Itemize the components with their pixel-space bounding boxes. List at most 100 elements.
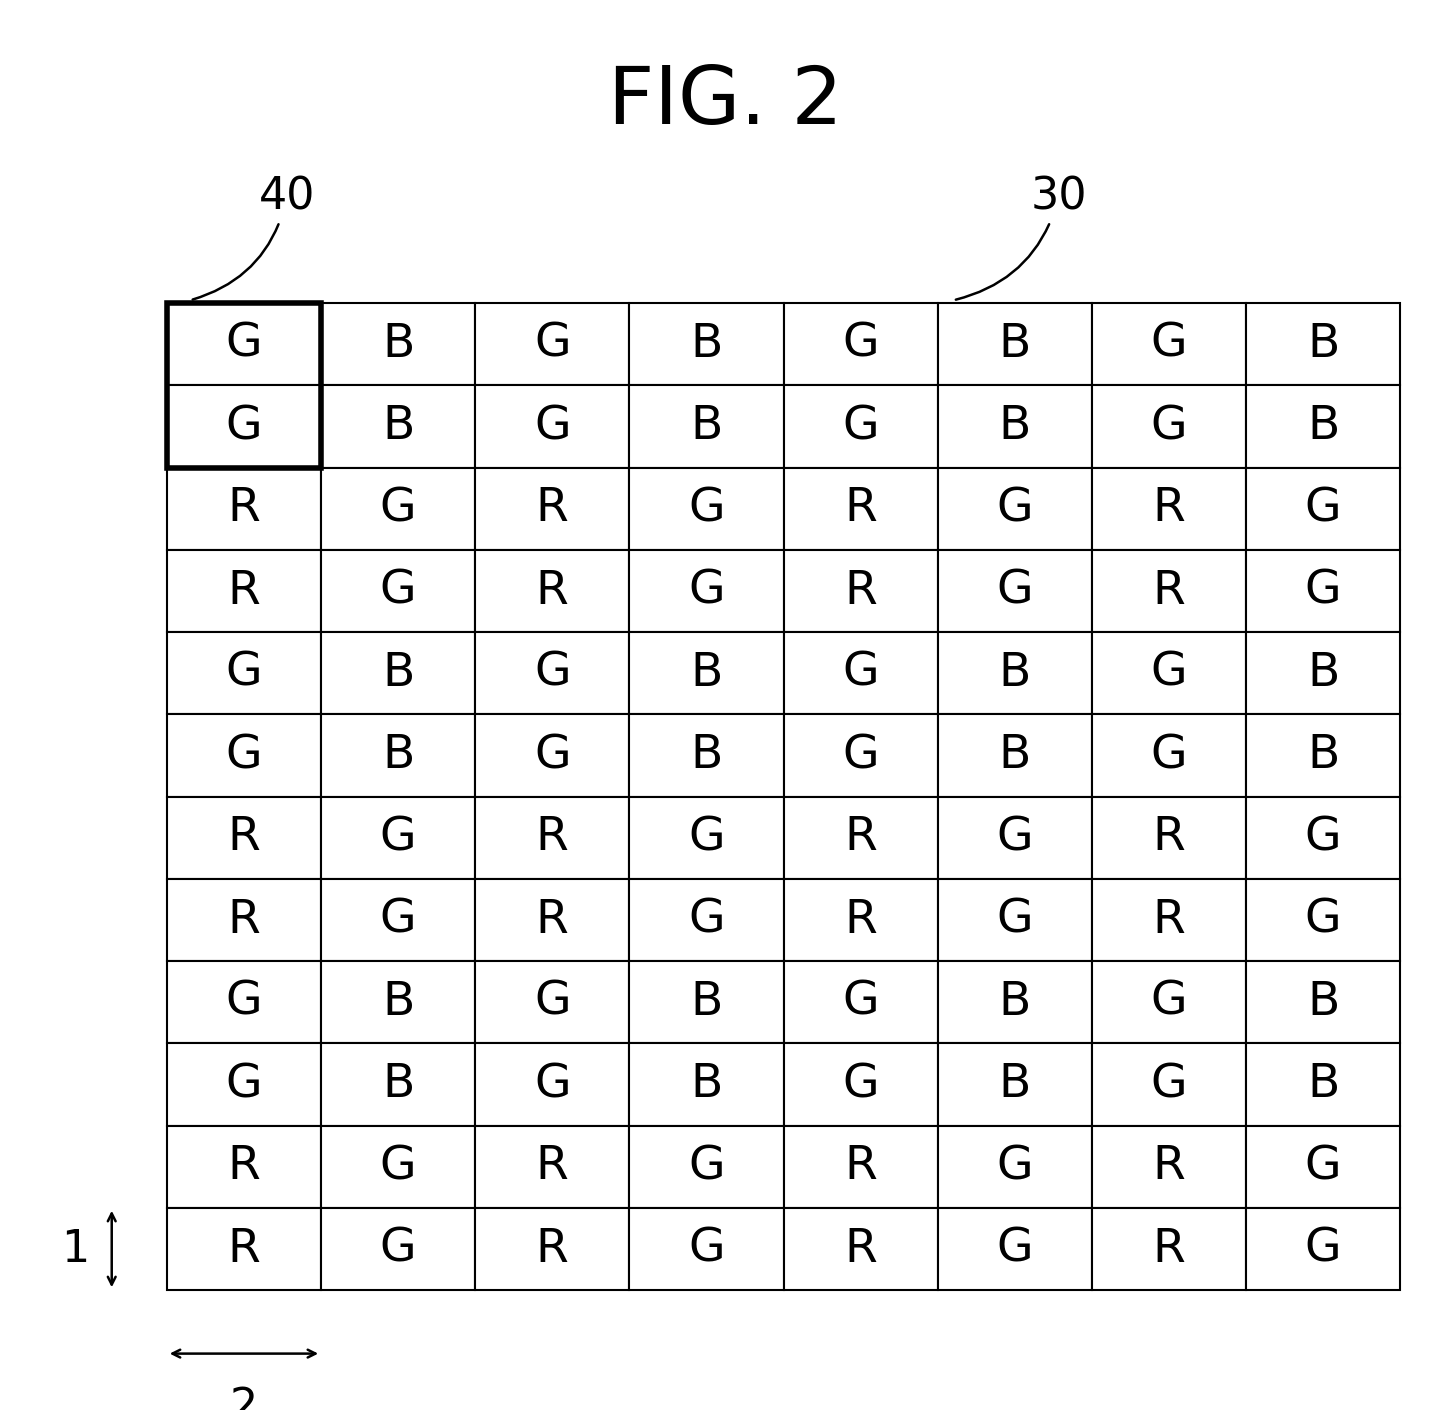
Text: R: R [228, 568, 260, 613]
Text: R: R [1152, 486, 1185, 532]
Bar [784, 303, 937, 385]
Bar [321, 385, 476, 468]
Bar [476, 962, 630, 1043]
Text: G: G [843, 321, 879, 367]
Text: B: B [382, 980, 415, 1025]
Bar [784, 962, 937, 1043]
Text: R: R [844, 1145, 876, 1189]
Text: R: R [228, 486, 260, 532]
Text: R: R [228, 1145, 260, 1189]
Bar [476, 385, 630, 468]
Text: G: G [997, 1145, 1033, 1189]
Text: R: R [535, 815, 569, 860]
Bar [1246, 468, 1400, 550]
Text: B: B [691, 651, 723, 695]
Bar [784, 385, 937, 468]
Bar [1091, 632, 1246, 715]
Text: G: G [1151, 980, 1187, 1025]
Bar [937, 550, 1093, 632]
Text: FIG. 2: FIG. 2 [608, 63, 843, 141]
Bar [784, 1043, 937, 1125]
Text: G: G [688, 568, 724, 613]
Bar [167, 962, 321, 1043]
Bar [630, 962, 784, 1043]
Bar [784, 550, 937, 632]
Bar [1091, 1125, 1246, 1208]
Bar [937, 1125, 1093, 1208]
Text: G: G [380, 898, 416, 942]
Text: B: B [998, 1062, 1032, 1107]
Text: G: G [843, 405, 879, 448]
Text: R: R [1152, 815, 1185, 860]
Bar [167, 1208, 321, 1290]
Text: B: B [691, 321, 723, 367]
Text: G: G [997, 568, 1033, 613]
Text: B: B [691, 1062, 723, 1107]
Text: G: G [534, 321, 570, 367]
Text: G: G [1304, 568, 1341, 613]
Text: B: B [998, 321, 1032, 367]
Text: R: R [1152, 1145, 1185, 1189]
Text: G: G [843, 733, 879, 778]
Text: G: G [1151, 651, 1187, 695]
Text: R: R [844, 815, 876, 860]
Text: G: G [380, 1227, 416, 1272]
Text: G: G [380, 486, 416, 532]
Bar [1246, 550, 1400, 632]
Bar [937, 385, 1093, 468]
Text: R: R [535, 568, 569, 613]
Text: G: G [1151, 1062, 1187, 1107]
Text: G: G [1304, 898, 1341, 942]
Bar [937, 468, 1093, 550]
Text: R: R [844, 1227, 876, 1272]
Text: B: B [382, 733, 415, 778]
Text: G: G [1151, 321, 1187, 367]
Bar [476, 1043, 630, 1125]
Text: B: B [1307, 321, 1339, 367]
Text: 2: 2 [229, 1386, 258, 1410]
Text: G: G [1304, 815, 1341, 860]
Bar [1246, 632, 1400, 715]
Bar [476, 303, 630, 385]
Text: G: G [997, 1227, 1033, 1272]
Text: G: G [226, 321, 263, 367]
Text: B: B [382, 321, 415, 367]
Text: G: G [534, 405, 570, 448]
Bar [630, 632, 784, 715]
Text: R: R [844, 568, 876, 613]
Text: G: G [1304, 486, 1341, 532]
Bar [167, 878, 321, 962]
Text: 30: 30 [956, 176, 1087, 300]
Text: B: B [691, 980, 723, 1025]
Text: R: R [535, 1227, 569, 1272]
Text: G: G [997, 898, 1033, 942]
Bar [784, 1208, 937, 1290]
Bar [321, 715, 476, 797]
Bar [167, 303, 321, 468]
Bar [784, 1125, 937, 1208]
Bar [321, 550, 476, 632]
Bar [784, 878, 937, 962]
Text: G: G [534, 980, 570, 1025]
Bar [1246, 1125, 1400, 1208]
Bar [1091, 962, 1246, 1043]
Bar [321, 468, 476, 550]
Text: B: B [1307, 1062, 1339, 1107]
Bar [937, 1208, 1093, 1290]
Bar [1246, 385, 1400, 468]
Bar [630, 797, 784, 878]
Bar [321, 303, 476, 385]
Bar [937, 715, 1093, 797]
Text: G: G [1304, 1227, 1341, 1272]
Text: R: R [228, 898, 260, 942]
Text: G: G [226, 980, 263, 1025]
Bar [1091, 385, 1246, 468]
Bar [476, 797, 630, 878]
Bar [630, 878, 784, 962]
Bar [167, 797, 321, 878]
Bar [476, 1125, 630, 1208]
Bar [321, 1125, 476, 1208]
Bar [476, 715, 630, 797]
Bar [321, 878, 476, 962]
Bar [321, 962, 476, 1043]
